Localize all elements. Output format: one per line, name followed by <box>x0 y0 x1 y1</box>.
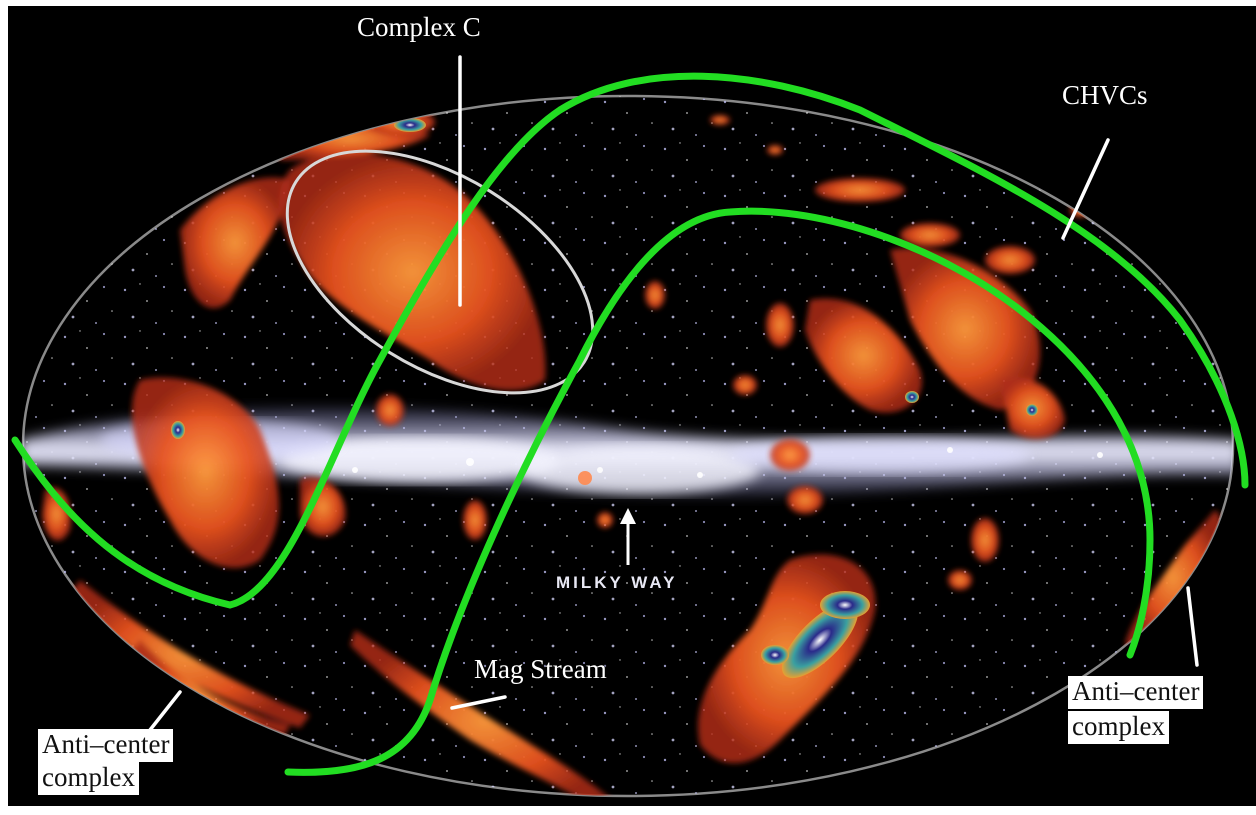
milky-way-label: MILKY WAY <box>556 573 678 592</box>
anti-center-right-pointer <box>1186 586 1199 667</box>
chvcs-pointer <box>1061 138 1110 240</box>
anti-center-right-label-line2: complex <box>1068 711 1169 744</box>
anti-center-right-label-line1: Anti–center <box>1068 676 1204 709</box>
milky-way-arrow <box>620 508 636 565</box>
pointer-lines <box>148 55 1199 732</box>
milky-way-knots <box>352 447 1103 485</box>
outer-green-curve <box>11 72 1249 609</box>
complex-c-ellipse <box>285 149 595 395</box>
hvc-cores <box>171 118 1038 679</box>
anti-center-left-label-line1: Anti–center <box>38 729 174 762</box>
anti-center-left-pointer <box>148 690 182 732</box>
mag-stream-label: Mag Stream <box>474 654 607 684</box>
mag-stream-pointer <box>450 695 507 710</box>
chvcs-label: CHVCs <box>1062 80 1148 110</box>
complex-c-label: Complex C <box>357 12 481 42</box>
inner-green-curve <box>284 207 1154 776</box>
anti-center-left-label-line2: complex <box>38 762 139 795</box>
